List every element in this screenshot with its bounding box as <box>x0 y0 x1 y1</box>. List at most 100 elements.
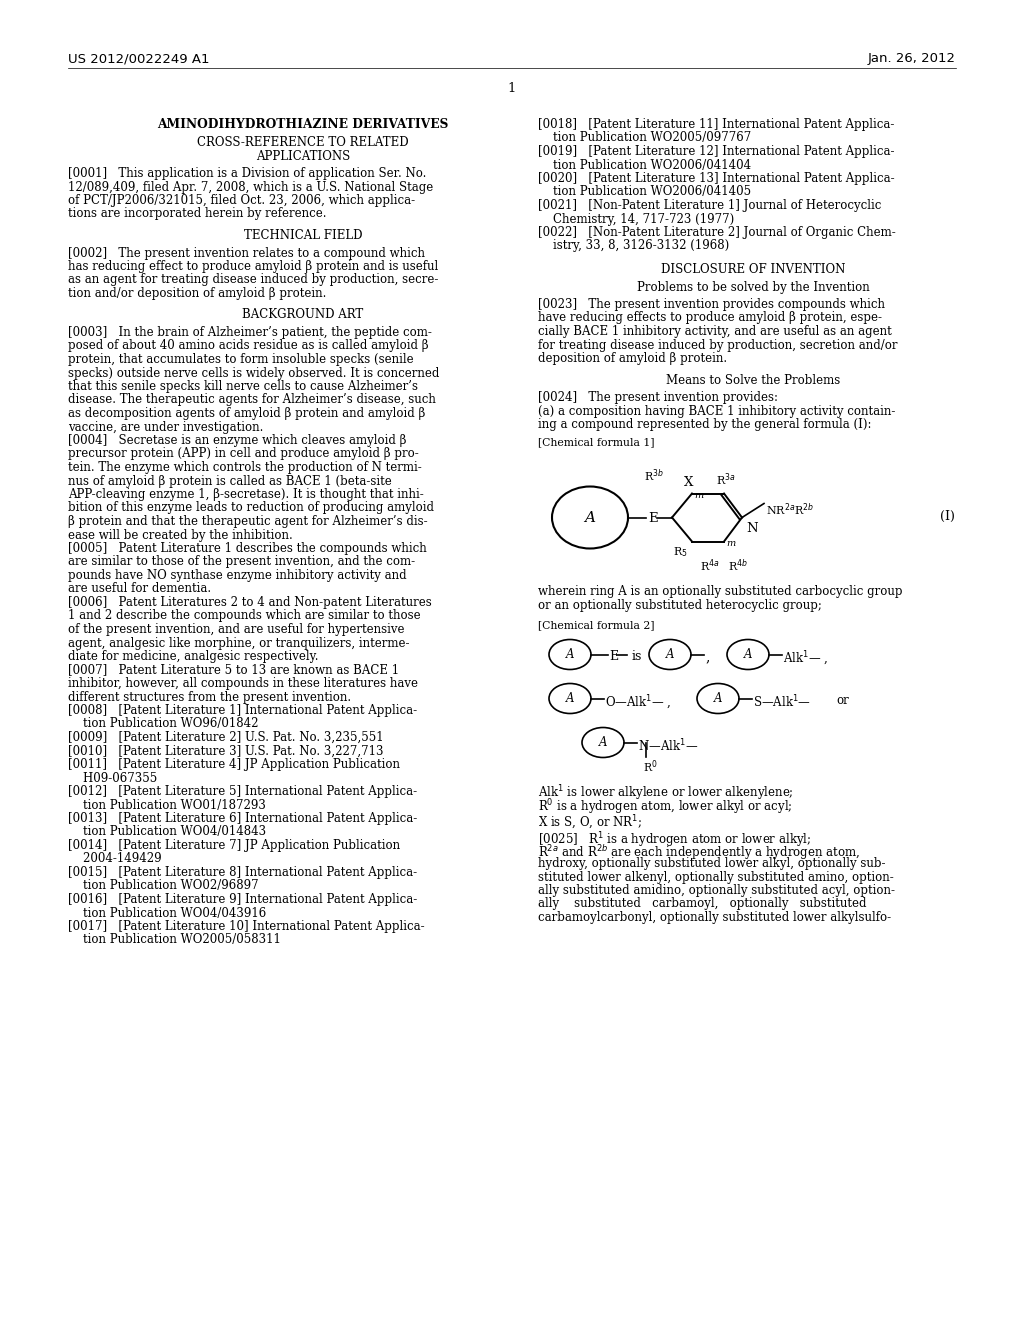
Text: protein, that accumulates to form insoluble specks (senile: protein, that accumulates to form insolu… <box>68 352 414 366</box>
Text: stituted lower alkenyl, optionally substituted amino, option-: stituted lower alkenyl, optionally subst… <box>538 870 894 883</box>
Text: that this senile specks kill nerve cells to cause Alzheimer’s: that this senile specks kill nerve cells… <box>68 380 418 393</box>
Text: [Chemical formula 1]: [Chemical formula 1] <box>538 437 654 447</box>
Text: as an agent for treating disease induced by production, secre-: as an agent for treating disease induced… <box>68 273 438 286</box>
Text: Means to Solve the Problems: Means to Solve the Problems <box>666 374 840 387</box>
Text: [0025]   R$^1$ is a hydrogen atom or lower alkyl;: [0025] R$^1$ is a hydrogen atom or lower… <box>538 830 811 850</box>
Text: diate for medicine, analgesic respectively.: diate for medicine, analgesic respective… <box>68 649 318 663</box>
Text: [0021]   [Non-Patent Literature 1] Journal of Heterocyclic: [0021] [Non-Patent Literature 1] Journal… <box>538 199 882 213</box>
Text: Jan. 26, 2012: Jan. 26, 2012 <box>868 51 956 65</box>
Text: A: A <box>599 737 607 748</box>
Text: (a) a composition having BACE 1 inhibitory activity contain-: (a) a composition having BACE 1 inhibito… <box>538 404 895 417</box>
Text: A: A <box>585 511 596 524</box>
Text: 1: 1 <box>508 82 516 95</box>
Text: pounds have NO synthase enzyme inhibitory activity and: pounds have NO synthase enzyme inhibitor… <box>68 569 407 582</box>
Text: [0024]   The present invention provides:: [0024] The present invention provides: <box>538 391 778 404</box>
Text: inhibitor, however, all compounds in these literatures have: inhibitor, however, all compounds in the… <box>68 677 418 690</box>
Text: [0004]   Secretase is an enzyme which cleaves amyloid β: [0004] Secretase is an enzyme which clea… <box>68 434 407 447</box>
Text: R$_5$: R$_5$ <box>673 545 688 560</box>
Text: R$^{4a}$: R$^{4a}$ <box>700 557 720 574</box>
Text: vaccine, are under investigation.: vaccine, are under investigation. <box>68 421 263 433</box>
Text: R$^{4b}$: R$^{4b}$ <box>728 557 748 574</box>
Text: Alk$^1$— ,: Alk$^1$— , <box>783 649 828 668</box>
Text: disease. The therapeutic agents for Alzheimer’s disease, such: disease. The therapeutic agents for Alzh… <box>68 393 436 407</box>
Text: A: A <box>743 648 753 661</box>
Text: N: N <box>746 521 758 535</box>
Text: E: E <box>648 512 657 525</box>
Text: CROSS-REFERENCE TO RELATED: CROSS-REFERENCE TO RELATED <box>198 136 409 149</box>
Text: (I): (I) <box>940 510 955 523</box>
Text: US 2012/0022249 A1: US 2012/0022249 A1 <box>68 51 210 65</box>
Text: [0002]   The present invention relates to a compound which: [0002] The present invention relates to … <box>68 247 425 260</box>
Text: m: m <box>694 491 703 500</box>
Text: tion Publication WO2005/058311: tion Publication WO2005/058311 <box>68 933 281 946</box>
Text: tein. The enzyme which controls the production of N termi-: tein. The enzyme which controls the prod… <box>68 461 422 474</box>
Text: [0003]   In the brain of Alzheimer’s patient, the peptide com-: [0003] In the brain of Alzheimer’s patie… <box>68 326 432 339</box>
Text: [0008]   [Patent Literature 1] International Patent Applica-: [0008] [Patent Literature 1] Internation… <box>68 704 417 717</box>
Text: bition of this enzyme leads to reduction of producing amyloid: bition of this enzyme leads to reduction… <box>68 502 434 515</box>
Text: R$^0$: R$^0$ <box>643 759 657 775</box>
Text: posed of about 40 amino acids residue as is called amyloid β: posed of about 40 amino acids residue as… <box>68 339 429 352</box>
Text: R$^{3b}$: R$^{3b}$ <box>644 467 664 484</box>
Text: precursor protein (APP) in cell and produce amyloid β pro-: precursor protein (APP) in cell and prod… <box>68 447 419 461</box>
Text: S—Alk$^1$—: S—Alk$^1$— <box>753 693 811 710</box>
Text: tion Publication WO2006/041404: tion Publication WO2006/041404 <box>538 158 752 172</box>
Text: X is S, O, or NR$^1$;: X is S, O, or NR$^1$; <box>538 813 642 832</box>
Text: or an optionally substituted heterocyclic group;: or an optionally substituted heterocycli… <box>538 599 822 612</box>
Text: for treating disease induced by production, secretion and/or: for treating disease induced by producti… <box>538 338 897 351</box>
Text: tion and/or deposition of amyloid β protein.: tion and/or deposition of amyloid β prot… <box>68 286 327 300</box>
Text: ally substituted amidino, optionally substituted acyl, option-: ally substituted amidino, optionally sub… <box>538 884 895 898</box>
Text: tions are incorporated herein by reference.: tions are incorporated herein by referen… <box>68 207 327 220</box>
Text: A: A <box>565 692 574 705</box>
Text: N—Alk$^1$—: N—Alk$^1$— <box>638 738 698 754</box>
Text: X: X <box>684 475 693 488</box>
Text: E: E <box>609 649 618 663</box>
Text: as decomposition agents of amyloid β protein and amyloid β: as decomposition agents of amyloid β pro… <box>68 407 425 420</box>
Text: TECHNICAL FIELD: TECHNICAL FIELD <box>244 228 362 242</box>
Text: cially BACE 1 inhibitory activity, and are useful as an agent: cially BACE 1 inhibitory activity, and a… <box>538 325 892 338</box>
Text: agent, analgesic like morphine, or tranquilizers, interme-: agent, analgesic like morphine, or tranq… <box>68 636 410 649</box>
Text: carbamoylcarbonyl, optionally substituted lower alkylsulfo-: carbamoylcarbonyl, optionally substitute… <box>538 911 891 924</box>
Text: have reducing effects to produce amyloid β protein, espe-: have reducing effects to produce amyloid… <box>538 312 882 325</box>
Text: R$^{3a}$: R$^{3a}$ <box>716 471 735 488</box>
Text: ing a compound represented by the general formula (I):: ing a compound represented by the genera… <box>538 418 871 432</box>
Text: [0001]   This application is a Division of application Ser. No.: [0001] This application is a Division of… <box>68 168 426 180</box>
Text: Alk$^1$ is lower alkylene or lower alkenylene;: Alk$^1$ is lower alkylene or lower alken… <box>538 784 794 803</box>
Text: tion Publication WO04/043916: tion Publication WO04/043916 <box>68 907 266 920</box>
Text: [0016]   [Patent Literature 9] International Patent Applica-: [0016] [Patent Literature 9] Internation… <box>68 894 417 906</box>
Text: deposition of amyloid β protein.: deposition of amyloid β protein. <box>538 352 727 366</box>
Text: A: A <box>714 692 722 705</box>
Text: β protein and that the therapeutic agent for Alzheimer’s dis-: β protein and that the therapeutic agent… <box>68 515 428 528</box>
Text: [0005]   Patent Literature 1 describes the compounds which: [0005] Patent Literature 1 describes the… <box>68 543 427 554</box>
Text: R$^0$ is a hydrogen atom, lower alkyl or acyl;: R$^0$ is a hydrogen atom, lower alkyl or… <box>538 797 793 817</box>
Text: are similar to those of the present invention, and the com-: are similar to those of the present inve… <box>68 556 415 569</box>
Text: H09-067355: H09-067355 <box>68 771 158 784</box>
Text: tion Publication WO02/96897: tion Publication WO02/96897 <box>68 879 259 892</box>
Text: tion Publication WO2005/097767: tion Publication WO2005/097767 <box>538 132 752 144</box>
Text: ease will be created by the inhibition.: ease will be created by the inhibition. <box>68 528 293 541</box>
Text: [0006]   Patent Literatures 2 to 4 and Non-patent Literatures: [0006] Patent Literatures 2 to 4 and Non… <box>68 597 432 609</box>
Text: [Chemical formula 2]: [Chemical formula 2] <box>538 620 654 631</box>
Text: 1 and 2 describe the compounds which are similar to those: 1 and 2 describe the compounds which are… <box>68 610 421 623</box>
Text: [0011]   [Patent Literature 4] JP Application Publication: [0011] [Patent Literature 4] JP Applicat… <box>68 758 400 771</box>
Text: tion Publication WO01/187293: tion Publication WO01/187293 <box>68 799 266 812</box>
Text: NR$^{2a}$R$^{2b}$: NR$^{2a}$R$^{2b}$ <box>766 502 814 519</box>
Text: tion Publication WO2006/041405: tion Publication WO2006/041405 <box>538 186 752 198</box>
Text: [0018]   [Patent Literature 11] International Patent Applica-: [0018] [Patent Literature 11] Internatio… <box>538 117 894 131</box>
Text: R$^{2a}$ and R$^{2b}$ are each independently a hydrogen atom,: R$^{2a}$ and R$^{2b}$ are each independe… <box>538 843 860 862</box>
Text: 2004-149429: 2004-149429 <box>68 853 162 866</box>
Text: AMINODIHYDROTHIAZINE DERIVATIVES: AMINODIHYDROTHIAZINE DERIVATIVES <box>158 117 449 131</box>
Text: are useful for dementia.: are useful for dementia. <box>68 582 211 595</box>
Text: tion Publication WO04/014843: tion Publication WO04/014843 <box>68 825 266 838</box>
Text: istry, 33, 8, 3126-3132 (1968): istry, 33, 8, 3126-3132 (1968) <box>538 239 729 252</box>
Text: [0015]   [Patent Literature 8] International Patent Applica-: [0015] [Patent Literature 8] Internation… <box>68 866 417 879</box>
Text: or: or <box>836 693 849 706</box>
Text: [0020]   [Patent Literature 13] International Patent Applica-: [0020] [Patent Literature 13] Internatio… <box>538 172 895 185</box>
Text: of the present invention, and are useful for hypertensive: of the present invention, and are useful… <box>68 623 404 636</box>
Text: Problems to be solved by the Invention: Problems to be solved by the Invention <box>637 281 869 293</box>
Text: has reducing effect to produce amyloid β protein and is useful: has reducing effect to produce amyloid β… <box>68 260 438 273</box>
Text: of PCT/JP2006/321015, filed Oct. 23, 2006, which applica-: of PCT/JP2006/321015, filed Oct. 23, 200… <box>68 194 415 207</box>
Text: [0009]   [Patent Literature 2] U.S. Pat. No. 3,235,551: [0009] [Patent Literature 2] U.S. Pat. N… <box>68 731 384 744</box>
Text: DISCLOSURE OF INVENTION: DISCLOSURE OF INVENTION <box>660 263 845 276</box>
Text: [0023]   The present invention provides compounds which: [0023] The present invention provides co… <box>538 298 885 312</box>
Text: O—Alk$^1$— ,: O—Alk$^1$— , <box>605 693 672 711</box>
